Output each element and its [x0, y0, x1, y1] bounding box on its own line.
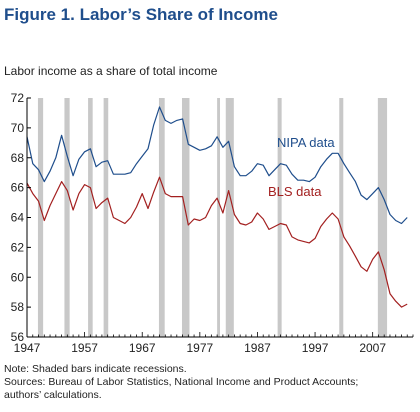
- recession-bar-6: [217, 98, 220, 337]
- recession-bar-0: [37, 98, 44, 337]
- recession-bar-1: [64, 98, 70, 337]
- recession-bar-3: [103, 98, 109, 337]
- y-tick-label-62: 62: [11, 240, 25, 254]
- recession-bar-9: [339, 98, 344, 337]
- x-tick-label-1947: 1947: [14, 341, 41, 355]
- recession-bar-8: [277, 98, 282, 337]
- x-tick-label-1957: 1957: [71, 341, 98, 355]
- x-tick-label-1977: 1977: [186, 341, 213, 355]
- y-tick-label-58: 58: [11, 300, 25, 314]
- recession-bar-10: [377, 98, 388, 337]
- series-label-nipa: NIPA data: [277, 135, 335, 150]
- note-recessions: Note: Shaded bars indicate recessions.: [4, 363, 187, 375]
- x-tick-label-1987: 1987: [244, 341, 271, 355]
- series-line-nipa: [26, 106, 408, 225]
- recession-bar-7: [225, 98, 234, 337]
- x-tick-label-1997: 1997: [302, 341, 329, 355]
- y-tick-label-64: 64: [11, 211, 25, 225]
- recession-bar-5: [181, 98, 190, 337]
- y-tick-label-70: 70: [11, 121, 25, 135]
- axes: 56 58 60 62 64 66 68 70 72 1947 1957 1967 1977 1987 19…: [11, 91, 414, 355]
- series-label-bls: BLS data: [268, 184, 322, 199]
- x-tick-label-2007: 2007: [359, 341, 386, 355]
- recession-bar-4: [158, 98, 165, 337]
- y-axis-label: Labor income as a share of total income: [4, 64, 218, 78]
- x-tick-label-1967: 1967: [129, 341, 156, 355]
- figure-title: Figure 1. Labor’s Share of Income: [4, 5, 278, 24]
- series-lines: [26, 106, 408, 308]
- y-tick-label-72: 72: [11, 91, 25, 105]
- note-sources: Sources: Bureau of Labor Statistics, Nat…: [4, 376, 359, 388]
- y-tick-label-68: 68: [11, 151, 25, 165]
- recession-bar-2: [88, 98, 93, 337]
- recession-bars: [37, 98, 388, 337]
- series-line-bls: [26, 176, 408, 308]
- y-tick-label-66: 66: [11, 181, 25, 195]
- note-sources-cont: authors’ calculations.: [4, 389, 102, 401]
- y-tick-label-60: 60: [11, 270, 25, 284]
- labor-share-chart: 56 58 60 62 64 66 68 70 72 1947 1957 1967 1977 1987 19…: [11, 91, 414, 355]
- y-tick-label-56: 56: [11, 330, 25, 344]
